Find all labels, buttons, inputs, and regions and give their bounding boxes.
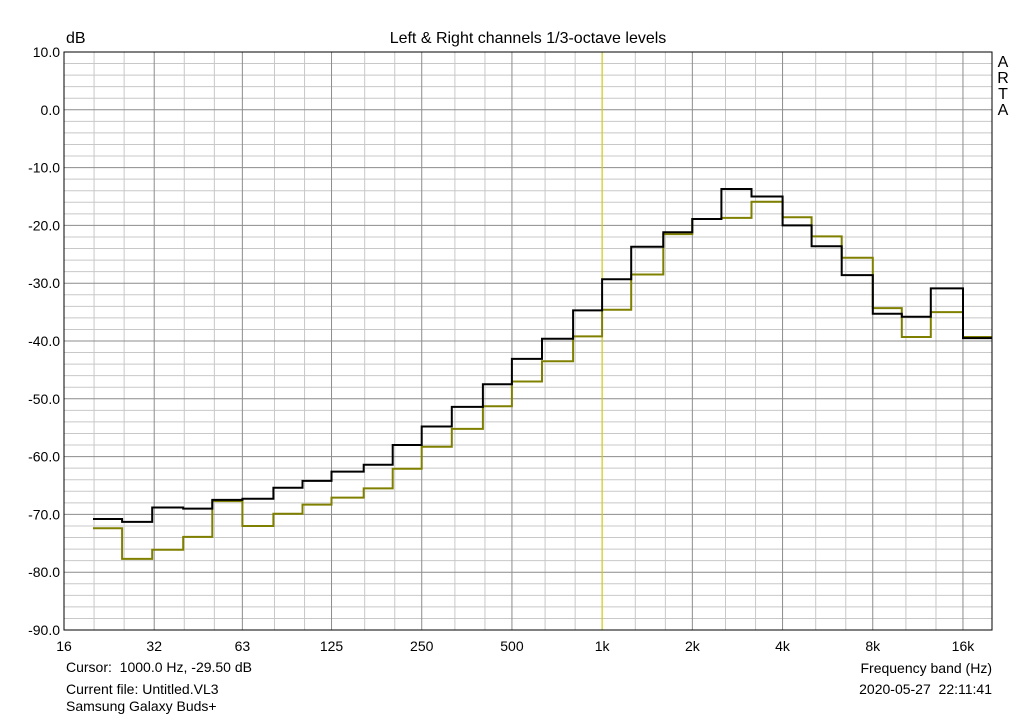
series-line-2 (93, 200, 992, 560)
x-tick-label: 500 (500, 638, 524, 654)
current-file: Current file: Untitled.VL3 (66, 681, 219, 697)
y-tick-label: -80.0 (28, 564, 60, 580)
y-tick-label: -70.0 (28, 506, 60, 522)
watermark-letter: R (997, 70, 1009, 87)
y-tick-label: -60.0 (28, 449, 60, 465)
chart-title: Left & Right channels 1/3-octave levels (390, 30, 667, 47)
x-tick-label: 32 (146, 638, 162, 654)
y-tick-label: -10.0 (28, 160, 60, 176)
x-tick-label: 1k (595, 638, 611, 654)
x-tick-label: 4k (775, 638, 791, 654)
cursor-readout: Cursor: 1000.0 Hz, -29.50 dB (66, 659, 252, 675)
timestamp: 2020-05-27 22:11:41 (859, 681, 992, 697)
x-tick-label: 16 (56, 638, 72, 654)
y-tick-label: -50.0 (28, 391, 60, 407)
x-tick-label: 125 (320, 638, 344, 654)
x-axis-label: Frequency band (Hz) (860, 660, 992, 676)
watermark-letter: A (998, 102, 1009, 119)
y-tick-label: -20.0 (28, 217, 60, 233)
y-axis-label: dB (66, 30, 86, 47)
device-name: Samsung Galaxy Buds+ (66, 698, 217, 714)
watermark-letter: A (998, 54, 1009, 71)
grid-minor (64, 52, 992, 630)
x-tick-label: 16k (952, 638, 976, 654)
x-tick-label: 2k (685, 638, 701, 654)
y-tick-labels: 10.0 0.0 -10.0 -20.0 -30.0 -40.0 -50.0 -60.0 -70… (28, 44, 60, 638)
y-tick-label: -90.0 (28, 622, 60, 638)
series-layer (93, 188, 992, 560)
plot-frame (63, 51, 993, 631)
x-tick-label: 8k (865, 638, 881, 654)
watermark-letter: T (998, 86, 1008, 103)
y-tick-label: 0.0 (41, 102, 61, 118)
y-tick-label: -40.0 (28, 333, 60, 349)
series-line-1 (93, 188, 992, 523)
x-tick-label: 250 (410, 638, 434, 654)
x-tick-label: 63 (235, 638, 251, 654)
x-tick-labels: 16 32 63 125 250 500 1k 2k 4k 8k 16k (56, 638, 975, 654)
y-tick-label: -30.0 (28, 275, 60, 291)
y-tick-label: 10.0 (33, 44, 60, 60)
